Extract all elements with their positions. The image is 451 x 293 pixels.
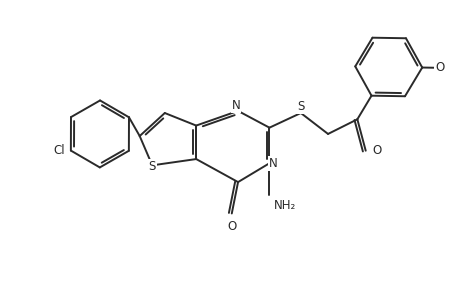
Text: Cl: Cl [53,144,64,157]
Text: NH₂: NH₂ [274,199,296,212]
Text: N: N [232,99,240,113]
Text: O: O [227,220,236,233]
Text: S: S [297,100,304,113]
Text: S: S [148,160,156,173]
Text: O: O [372,144,381,157]
Text: N: N [269,157,278,170]
Text: O: O [435,61,444,74]
